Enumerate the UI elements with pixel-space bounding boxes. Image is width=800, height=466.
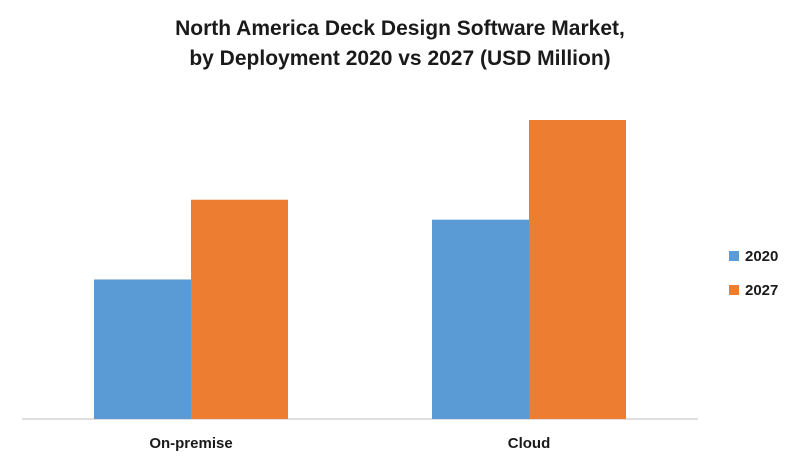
legend-swatch-2027 <box>729 285 739 295</box>
x-tick-label: Cloud <box>508 435 551 452</box>
bar-cloud-2020 <box>432 219 529 419</box>
legend: 2020 2027 <box>729 248 778 299</box>
legend-swatch-2020 <box>729 251 739 261</box>
legend-label-2020: 2020 <box>745 248 778 265</box>
chart-subtitle: by Deployment 2020 vs 2027 (USD Million) <box>189 47 611 70</box>
x-tick-label: On-premise <box>149 435 232 452</box>
x-tick-labels: On-premise Cloud <box>149 435 550 452</box>
bar-cloud-2027 <box>529 120 626 419</box>
chart-title: North America Deck Design Software Marke… <box>175 17 625 40</box>
bars-group <box>94 120 626 419</box>
legend-label-2027: 2027 <box>745 282 778 299</box>
chart-title-block: North America Deck Design Software Marke… <box>0 14 800 74</box>
bar-on-premise-2020 <box>94 279 191 419</box>
bar-on-premise-2027 <box>191 199 288 419</box>
